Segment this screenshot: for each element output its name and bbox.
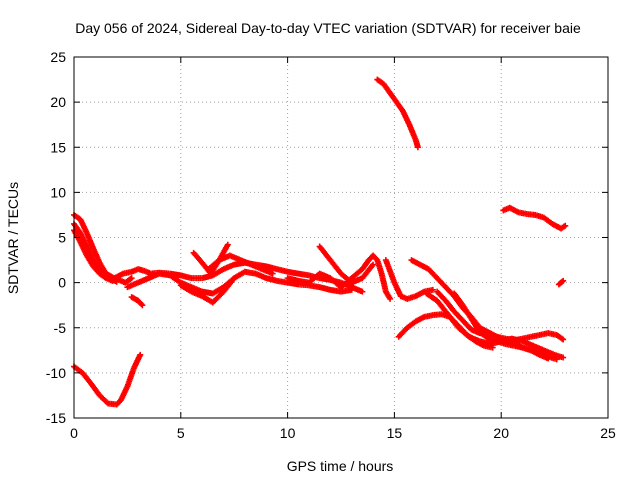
data-point: [553, 356, 560, 363]
data-point: [269, 270, 276, 277]
y-tick-label: -5: [54, 320, 67, 336]
series-track-11: [284, 252, 394, 302]
data-points: [71, 76, 569, 408]
series-track-7: [128, 294, 146, 309]
x-axis-label: GPS time / hours: [287, 458, 394, 474]
data-point: [370, 261, 377, 268]
data-point: [559, 278, 566, 285]
x-tick-label: 0: [70, 425, 78, 441]
y-tick-label: -10: [46, 365, 66, 381]
x-tick-label: 5: [177, 425, 185, 441]
y-tick-label: 25: [50, 49, 66, 65]
y-tick-label: -15: [46, 410, 66, 426]
series-track-13: [374, 76, 421, 151]
y-tick-label: 15: [50, 139, 66, 155]
y-axis-label: SDTVAR / TECUs: [5, 182, 21, 294]
data-point: [560, 336, 567, 343]
x-tick-label: 15: [387, 425, 403, 441]
y-tick-label: 0: [58, 275, 66, 291]
series-track-20: [500, 204, 569, 232]
y-tick-label: 20: [50, 94, 66, 110]
data-point: [224, 241, 231, 248]
data-point: [560, 354, 567, 361]
data-point: [387, 295, 394, 302]
axis-tick-labels: 0 5 10 15 20 25 -15 -10 -5 0 5 10 15 20 25: [46, 49, 616, 441]
data-point: [138, 301, 145, 308]
data-point: [139, 302, 146, 309]
chart-title: Day 056 of 2024, Sidereal Day-to-day VTE…: [75, 20, 581, 36]
x-tick-label: 20: [493, 425, 509, 441]
y-tick-label: 10: [50, 184, 66, 200]
y-tick-label: 5: [58, 230, 66, 246]
data-point: [231, 275, 238, 282]
series-track-21: [555, 277, 567, 288]
grid-lines: [74, 57, 608, 418]
series-track-9: [205, 252, 276, 277]
series-track-10: [177, 275, 238, 306]
series-track-12: [316, 243, 377, 286]
data-point: [562, 222, 569, 229]
data-point: [429, 286, 436, 293]
data-point: [560, 277, 567, 284]
data-point: [128, 275, 135, 282]
x-tick-label: 25: [600, 425, 616, 441]
series-track-15: [395, 311, 496, 351]
series-track-4: [71, 351, 144, 408]
axis-ticks: [73, 56, 609, 419]
data-point: [359, 288, 366, 295]
data-point: [348, 286, 355, 293]
x-tick-label: 10: [280, 425, 296, 441]
data-point: [414, 144, 421, 151]
data-point: [137, 351, 144, 358]
series-track-19: [451, 290, 560, 363]
